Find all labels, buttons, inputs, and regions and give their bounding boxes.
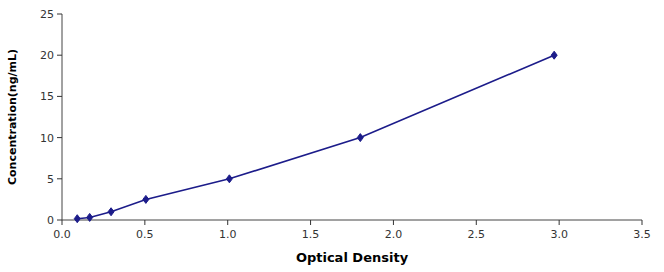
x-axis-line	[62, 220, 642, 221]
y-tick-label: 0	[47, 214, 54, 227]
chart: 0.0 0.5 1.0 1.5 2.0 2.5 3.0 3.5 0 5 10 15 20 25 Optica…	[0, 0, 664, 272]
x-tick-label: 0.0	[53, 228, 71, 241]
series	[74, 51, 557, 223]
x-axis-label: Optical Density	[296, 250, 409, 265]
marker	[87, 213, 93, 221]
marker	[357, 134, 363, 142]
x-tick	[144, 220, 145, 225]
y-tick-label: 5	[47, 173, 54, 186]
x-tick-label: 2.0	[385, 228, 403, 241]
x-tick	[393, 220, 394, 225]
y-tick-label: 20	[40, 49, 54, 62]
y-tick-label: 10	[40, 132, 54, 145]
y-tick	[57, 137, 62, 138]
y-axis-line	[62, 14, 63, 220]
x-tick-label: 1.5	[302, 228, 320, 241]
marker	[74, 215, 80, 223]
x-tick-label: 1.0	[219, 228, 237, 241]
y-axis-label: Concentration(ng/mL)	[6, 49, 19, 185]
x-tick	[559, 220, 560, 225]
y-tick	[57, 96, 62, 97]
marker	[108, 208, 114, 216]
x-tick-label: 2.5	[468, 228, 486, 241]
x-tick	[310, 220, 311, 225]
x-tick-label: 0.5	[136, 228, 154, 241]
x-tick	[642, 220, 643, 225]
y-tick	[57, 220, 62, 221]
y-tick	[57, 14, 62, 15]
y-tick-label: 25	[40, 8, 54, 21]
x-tick-label: 3.0	[550, 228, 568, 241]
x-tick-label: 3.5	[633, 228, 651, 241]
x-axis: 0.0 0.5 1.0 1.5 2.0 2.5 3.0 3.5	[53, 220, 651, 241]
marker	[551, 51, 557, 59]
y-tick	[57, 178, 62, 179]
y-axis: 0 5 10 15 20 25	[40, 8, 62, 227]
marker	[143, 195, 149, 203]
x-tick	[476, 220, 477, 225]
line	[77, 55, 554, 219]
x-tick	[227, 220, 228, 225]
y-tick-label: 15	[40, 90, 54, 103]
y-tick	[57, 55, 62, 56]
x-tick	[62, 220, 63, 225]
marker	[226, 175, 232, 183]
